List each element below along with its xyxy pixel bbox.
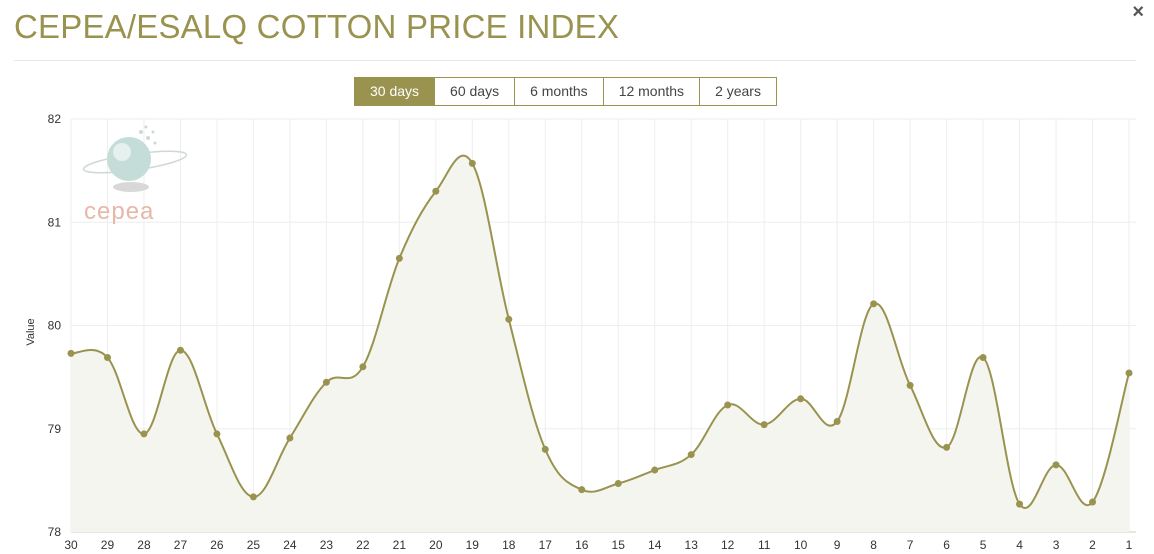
logo-text: cepea <box>84 198 154 225</box>
x-tick-label: 17 <box>539 538 553 552</box>
x-tick-label: 29 <box>101 538 115 552</box>
data-point[interactable] <box>979 354 987 362</box>
x-tick-label: 28 <box>137 538 151 552</box>
x-tick-label: 10 <box>794 538 808 552</box>
x-tick-label: 8 <box>870 538 877 552</box>
logo-shadow <box>113 182 149 192</box>
data-point[interactable] <box>432 187 440 195</box>
data-point[interactable] <box>797 395 805 403</box>
x-tick-label: 1 <box>1126 538 1133 552</box>
range-button-30-days[interactable]: 30 days <box>355 78 435 105</box>
divider <box>14 60 1136 61</box>
range-button-2-years[interactable]: 2 years <box>699 78 776 105</box>
x-tick-label: 21 <box>393 538 407 552</box>
data-point[interactable] <box>687 451 695 459</box>
x-tick-label: 6 <box>943 538 950 552</box>
data-point[interactable] <box>67 349 75 357</box>
y-tick-label: 80 <box>48 319 62 333</box>
x-tick-label: 9 <box>834 538 841 552</box>
x-tick-label: 14 <box>648 538 662 552</box>
x-tick-label: 3 <box>1053 538 1060 552</box>
data-point[interactable] <box>578 486 586 494</box>
x-tick-label: 25 <box>247 538 261 552</box>
logo-dot <box>151 130 155 134</box>
logo-dot <box>144 125 148 129</box>
x-tick-label: 20 <box>429 538 443 552</box>
range-button-12-months[interactable]: 12 months <box>602 78 700 105</box>
data-point[interactable] <box>395 254 403 262</box>
x-tick-label: 27 <box>174 538 188 552</box>
x-tick-label: 16 <box>575 538 589 552</box>
data-point[interactable] <box>1125 369 1133 377</box>
x-axis-ticks: 30 29 28 27 26 25 24 23 22 21 20 19 18 17 16 15 14 13 12 11… <box>64 538 1132 552</box>
data-point[interactable] <box>833 418 841 426</box>
x-tick-label: 24 <box>283 538 297 552</box>
cepea-logo: cepea <box>82 125 188 225</box>
x-tick-label: 19 <box>466 538 480 552</box>
data-point[interactable] <box>614 479 622 487</box>
x-tick-label: 11 <box>758 538 771 552</box>
x-tick-label: 30 <box>64 538 78 552</box>
range-button-60-days[interactable]: 60 days <box>434 78 515 105</box>
close-icon[interactable]: × <box>1132 1 1144 23</box>
data-point[interactable] <box>322 378 330 386</box>
data-point[interactable] <box>103 354 111 362</box>
x-tick-label: 26 <box>210 538 224 552</box>
data-point[interactable] <box>724 401 732 409</box>
logo-globe-highlight <box>113 143 131 161</box>
x-tick-label: 23 <box>320 538 334 552</box>
y-tick-label: 81 <box>48 215 62 229</box>
data-point[interactable] <box>249 493 257 501</box>
x-tick-label: 18 <box>502 538 516 552</box>
data-point[interactable] <box>468 159 476 167</box>
range-selector: 30 days 60 days 6 months 12 months 2 yea… <box>354 77 777 106</box>
x-tick-label: 22 <box>356 538 370 552</box>
data-point[interactable] <box>505 315 513 323</box>
data-point[interactable] <box>906 381 914 389</box>
y-tick-label: 78 <box>48 525 62 539</box>
data-point[interactable] <box>1052 461 1060 469</box>
logo-dot <box>153 141 157 145</box>
logo-dot <box>139 130 143 134</box>
page-title: CEPEA/ESALQ COTTON PRICE INDEX <box>14 8 620 45</box>
data-point[interactable] <box>541 445 549 453</box>
logo-dot <box>146 136 150 140</box>
data-point[interactable] <box>286 434 294 442</box>
data-point[interactable] <box>176 346 184 354</box>
y-tick-label: 82 <box>48 112 62 126</box>
range-button-6-months[interactable]: 6 months <box>514 78 603 105</box>
data-points <box>67 159 1133 508</box>
x-tick-label: 4 <box>1016 538 1023 552</box>
data-point[interactable] <box>870 300 878 308</box>
x-tick-label: 2 <box>1089 538 1096 552</box>
logo-globe-icon <box>107 137 151 181</box>
y-tick-label: 79 <box>48 422 62 436</box>
x-tick-label: 13 <box>685 538 699 552</box>
x-tick-label: 7 <box>907 538 914 552</box>
x-tick-label: 15 <box>612 538 626 552</box>
data-point[interactable] <box>213 430 221 438</box>
data-point[interactable] <box>760 421 768 429</box>
data-point[interactable] <box>1016 500 1024 508</box>
x-tick-label: 5 <box>980 538 987 552</box>
data-point[interactable] <box>651 466 659 474</box>
data-point[interactable] <box>140 430 148 438</box>
y-axis-ticks: 78 79 80 81 82 <box>48 112 62 539</box>
x-tick-label: 12 <box>721 538 735 552</box>
y-axis-label: Value <box>25 318 37 345</box>
series-area <box>71 155 1129 532</box>
data-point[interactable] <box>1089 498 1097 506</box>
data-point[interactable] <box>943 443 951 451</box>
data-point[interactable] <box>359 363 367 371</box>
